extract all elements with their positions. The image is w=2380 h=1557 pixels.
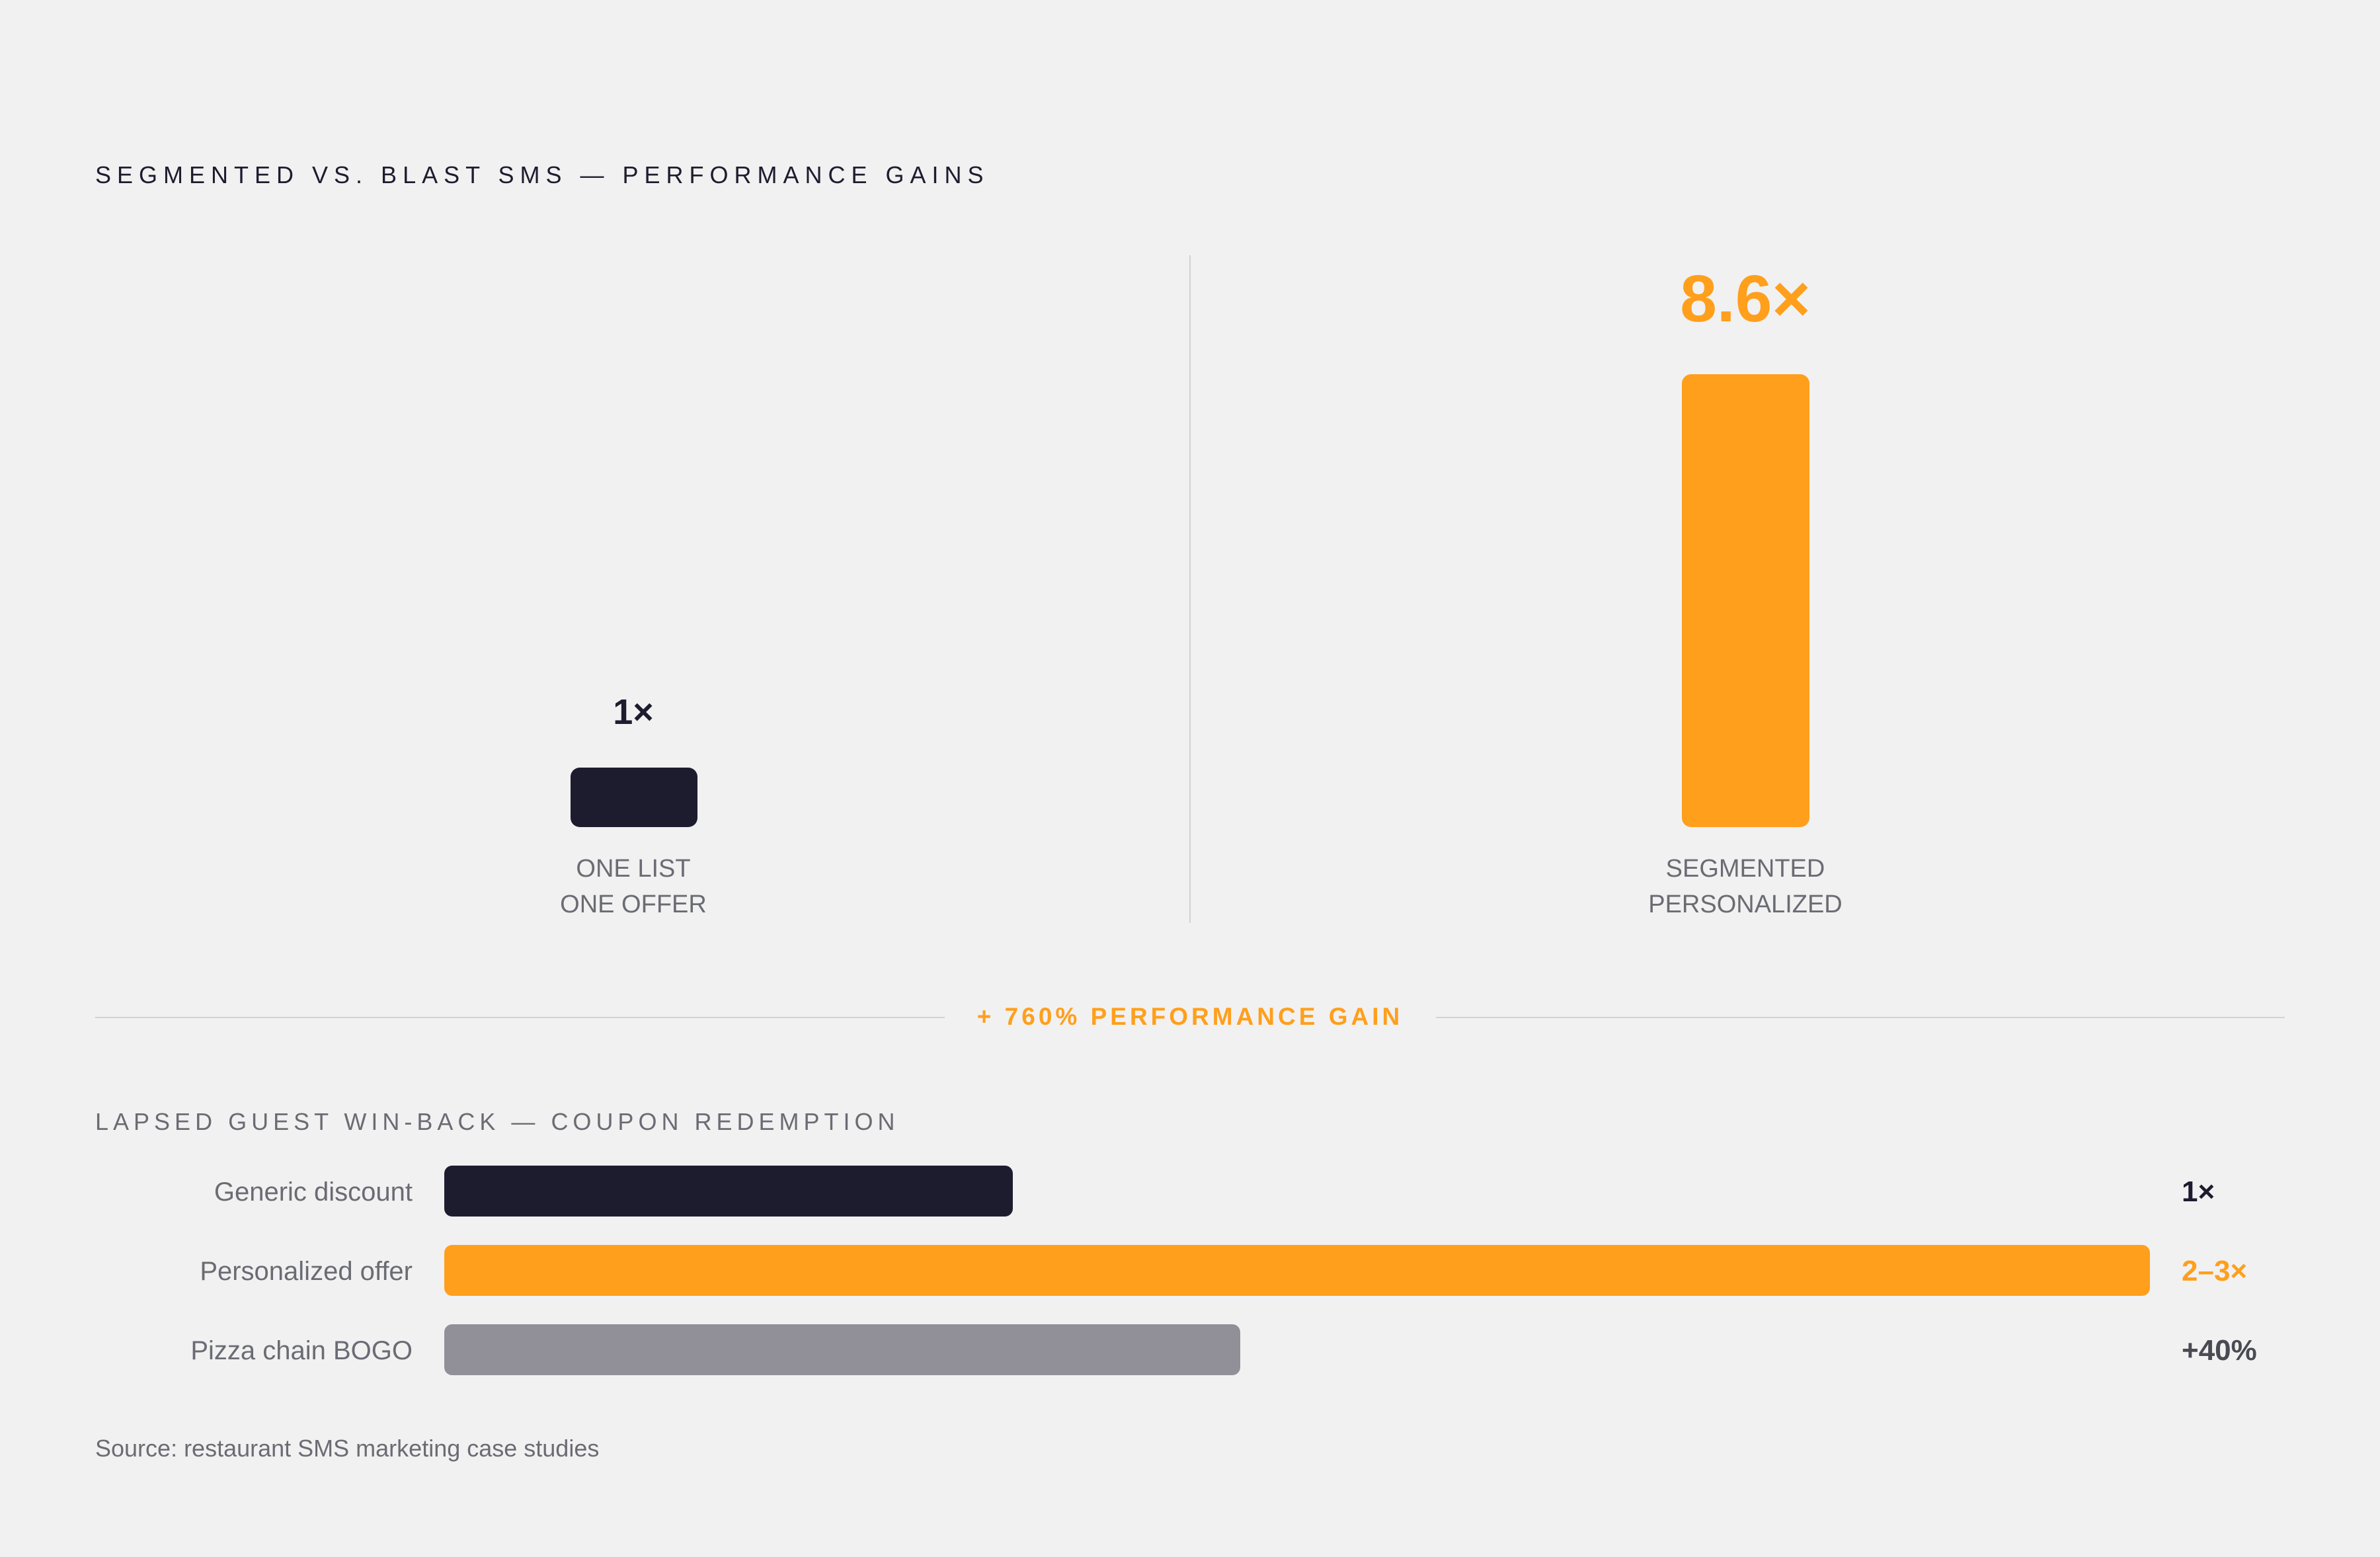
winback-bar-personalized [444, 1245, 2150, 1296]
winback-row-label: Generic discount [214, 1178, 413, 1207]
blast-label-line2: ONE OFFER [560, 891, 707, 918]
blast-category-label: ONE LIST ONE OFFER [560, 851, 707, 922]
winback-title: LAPSED GUEST WIN-BACK — COUPON REDEMPTIO… [95, 1108, 900, 1135]
winback-row-value: 1× [2182, 1176, 2215, 1208]
segmented-value-label: 8.6× [1680, 262, 1811, 336]
winback-bar-bogo [444, 1324, 1240, 1375]
separator-left [95, 1017, 945, 1018]
chart-title: SEGMENTED VS. BLAST SMS — PERFORMANCE GA… [95, 161, 990, 188]
separator-right [1436, 1017, 2285, 1018]
segmented-label-line2: PERSONALIZED [1648, 891, 1843, 918]
winback-row-value: 2–3× [2182, 1255, 2248, 1287]
performance-gain-label: + 760% PERFORMANCE GAIN [976, 1003, 1404, 1030]
segmented-category-label: SEGMENTED PERSONALIZED [1648, 851, 1843, 922]
winback-row-label: Personalized offer [200, 1257, 413, 1286]
winback-row-label: Pizza chain BOGO [190, 1336, 413, 1365]
blast-value-label: 1× [613, 692, 654, 732]
winback-row-value: +40% [2182, 1334, 2257, 1367]
vertical-divider [1189, 255, 1191, 923]
source-note: Source: restaurant SMS marketing case st… [95, 1435, 600, 1462]
winback-bar-generic [444, 1166, 1013, 1217]
segmented-label-line1: SEGMENTED [1665, 855, 1825, 883]
blast-label-line1: ONE LIST [576, 855, 691, 883]
segmented-bar [1682, 374, 1809, 827]
blast-bar [571, 768, 697, 827]
